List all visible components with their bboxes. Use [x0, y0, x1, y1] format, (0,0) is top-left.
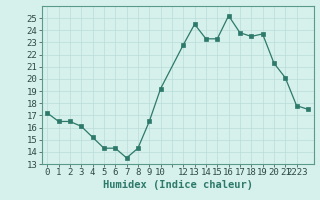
X-axis label: Humidex (Indice chaleur): Humidex (Indice chaleur)	[103, 180, 252, 190]
